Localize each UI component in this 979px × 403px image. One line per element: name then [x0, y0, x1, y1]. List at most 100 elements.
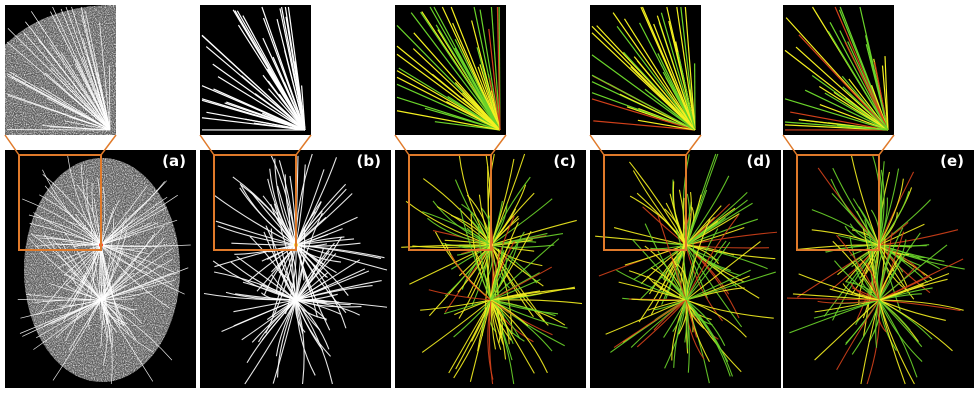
fiber: [217, 225, 297, 246]
inset-fiber: [396, 53, 501, 131]
inset-fiber: [262, 17, 306, 131]
inset-fiber: [396, 96, 501, 131]
inset-fiber: [413, 32, 501, 131]
fiber: [671, 299, 687, 361]
fiber: [450, 244, 492, 270]
fiber: [100, 225, 165, 301]
fiber: [628, 161, 687, 246]
fiber: [65, 244, 102, 342]
inset-fiber: [653, 23, 696, 131]
inset-fiber: [818, 85, 889, 131]
inset-fiber: [684, 6, 696, 131]
connector: [490, 134, 507, 156]
connector: [589, 134, 605, 156]
fiber: [458, 153, 492, 246]
connector: [100, 134, 117, 156]
fiber: [647, 240, 687, 246]
inset-fiber: [471, 20, 501, 131]
inset-fiber: [454, 47, 501, 131]
fiber: [836, 234, 880, 301]
fiber: [295, 244, 385, 259]
fiber: [68, 299, 102, 351]
fiber: [878, 299, 964, 311]
fiber: [295, 280, 382, 301]
inset-fiber: [236, 10, 306, 131]
inset-fiber: [434, 121, 501, 131]
inset-fiber: [454, 39, 501, 131]
fiber: [295, 244, 388, 271]
inset-fiber: [591, 54, 696, 131]
fiber: [236, 256, 297, 301]
inset-fiber: [64, 120, 111, 131]
fiber: [100, 299, 135, 311]
fiber: [428, 289, 492, 301]
fiber: [685, 231, 778, 246]
inset-fiber: [591, 98, 696, 131]
fiber: [44, 241, 102, 246]
inset-fiber: [420, 11, 501, 131]
fiber: [685, 175, 730, 246]
fiber: [490, 244, 555, 248]
inset-fiber: [479, 9, 501, 131]
fiber: [278, 160, 297, 246]
fiber: [422, 211, 492, 246]
fiber: [798, 273, 880, 301]
inset-fiber: [61, 52, 111, 131]
fiber: [878, 191, 910, 246]
inset-fiber: [396, 76, 501, 131]
fiber: [421, 299, 492, 353]
inset-fiber: [844, 41, 889, 131]
inset-fiber: [201, 35, 306, 131]
fiber: [233, 299, 297, 327]
inset-fiber: [50, 11, 111, 131]
panel-label: (a): [162, 152, 186, 170]
fiber: [295, 299, 362, 308]
panel-label: (e): [940, 152, 964, 170]
fiber: [295, 299, 331, 357]
inset-fiber: [488, 28, 501, 131]
inset-fiber: [677, 52, 696, 131]
inset-fiber: [60, 8, 111, 131]
fiber: [878, 178, 904, 246]
inset-fiber: [268, 88, 306, 131]
inset-fiber: [641, 6, 696, 131]
inset-fiber: [619, 93, 696, 131]
inset-fiber: [279, 8, 306, 131]
fiber: [100, 299, 125, 326]
inset-fiber: [840, 51, 889, 131]
inset-fiber: [834, 6, 889, 131]
fiber: [212, 260, 297, 301]
fiber: [230, 261, 297, 301]
fiber: [100, 244, 173, 286]
fiber: [663, 299, 687, 338]
fiber: [813, 299, 880, 319]
fiber: [490, 299, 548, 374]
fiber: [490, 299, 521, 339]
fiber: [295, 227, 306, 301]
fiber: [866, 299, 881, 385]
inset-fiber: [237, 24, 306, 131]
fiber: [272, 299, 297, 384]
inset-fiber: [80, 6, 111, 131]
fiber: [44, 233, 102, 301]
inset-fiber: [276, 19, 306, 131]
fiber: [454, 299, 492, 316]
fiber: [477, 223, 492, 301]
fiber: [450, 254, 492, 301]
fiber: [215, 220, 297, 246]
fiber: [50, 299, 102, 325]
fiber: [490, 299, 502, 350]
panel-label: (b): [357, 152, 381, 170]
fiber: [17, 299, 102, 301]
fiber: [685, 261, 694, 301]
fiber: [487, 153, 495, 246]
fiber: [100, 222, 153, 246]
fiber: [233, 299, 297, 313]
inset-fiber: [60, 80, 111, 131]
fiber: [295, 299, 330, 350]
fiber: [100, 197, 152, 246]
fiber: [100, 299, 154, 382]
fiber: [42, 174, 102, 246]
fiber: [100, 299, 154, 353]
